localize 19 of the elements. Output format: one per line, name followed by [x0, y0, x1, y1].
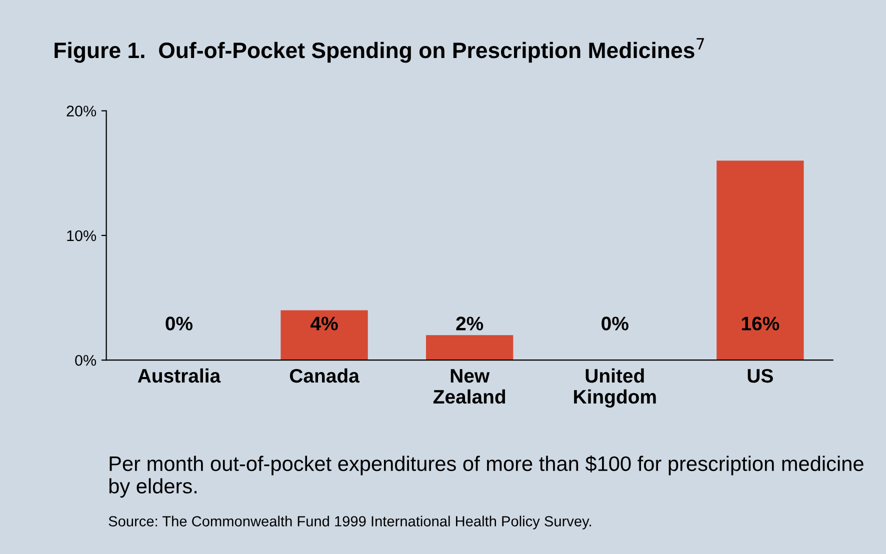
y-tick-label: 10% [67, 230, 96, 242]
x-tick-label: New Zealand [433, 369, 506, 404]
chart-title: Figure 1. Ouf-of-Pocket Spending on Prescription Medicines$^{7}$ [54, 38, 704, 63]
bar [716, 160, 804, 360]
bar [426, 335, 514, 360]
x-tick-label: US [748, 368, 773, 383]
source-note: Source: The Commonwealth Fund 1999 International Health Policy Survey. [108, 516, 591, 530]
bar [280, 310, 368, 360]
data-label: 0% [166, 316, 193, 330]
x-tick-label: Canada [290, 368, 360, 383]
data-label: 4% [310, 316, 338, 330]
x-tick-label: United Kingdom [574, 368, 656, 408]
data-label: 2% [456, 316, 484, 330]
text: Per month out-of-pocket expenditures of more than $100 for prescription medicine by elders. [109, 455, 864, 498]
data-label: 0% [602, 316, 628, 330]
y-tick-label: 0% [75, 354, 96, 366]
x-tick-label: Australia [138, 368, 221, 383]
y-tick-label: 20% [66, 106, 96, 116]
data-label: 16% [742, 316, 780, 330]
